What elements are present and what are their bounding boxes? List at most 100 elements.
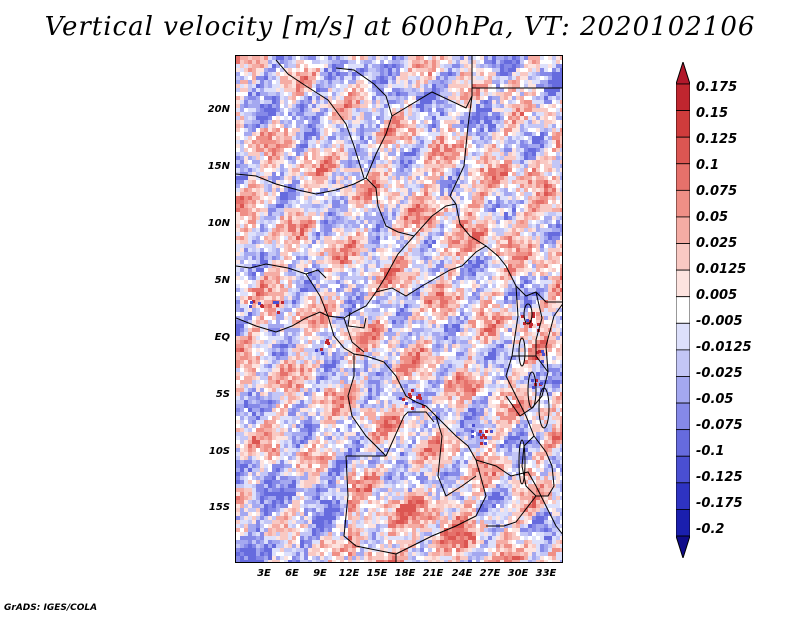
velocity-cell (540, 148, 544, 152)
velocity-cell (428, 100, 432, 104)
velocity-cell (464, 236, 468, 240)
velocity-cell (400, 288, 404, 292)
velocity-cell (316, 300, 320, 304)
velocity-cell (412, 228, 416, 232)
velocity-cell (528, 132, 532, 136)
velocity-cell (396, 72, 400, 76)
velocity-cell (512, 60, 516, 64)
velocity-cell (244, 88, 248, 92)
velocity-cell (504, 296, 508, 300)
velocity-cell (508, 180, 512, 184)
velocity-cell (352, 236, 356, 240)
velocity-cell (252, 192, 256, 196)
velocity-cell (248, 132, 252, 136)
velocity-cell (392, 276, 396, 280)
velocity-cell (464, 248, 468, 252)
velocity-cell (384, 92, 388, 96)
velocity-cell (260, 168, 264, 172)
velocity-cell (544, 172, 548, 176)
velocity-cell (376, 280, 380, 284)
velocity-cell (524, 116, 528, 120)
velocity-cell (348, 200, 352, 204)
velocity-cell (436, 152, 440, 156)
velocity-cell (376, 312, 380, 316)
velocity-cell (548, 236, 552, 240)
velocity-cell (364, 160, 368, 164)
velocity-cell (436, 288, 440, 292)
velocity-cell (320, 140, 324, 144)
velocity-cell (436, 284, 440, 288)
velocity-cell (444, 160, 448, 164)
velocity-cell (304, 76, 308, 80)
velocity-cell (368, 112, 372, 116)
velocity-cell (532, 80, 536, 84)
velocity-cell (516, 112, 520, 116)
velocity-cell (296, 220, 300, 224)
velocity-cell (412, 292, 416, 296)
velocity-cell (308, 228, 312, 232)
velocity-cell (544, 204, 548, 208)
velocity-cell (388, 168, 392, 172)
velocity-cell (460, 96, 464, 100)
velocity-cell (544, 128, 548, 132)
velocity-cell (332, 240, 336, 244)
velocity-cell (488, 320, 492, 324)
velocity-cell (424, 168, 428, 172)
velocity-cell (528, 244, 532, 248)
velocity-cell (296, 248, 300, 252)
velocity-cell (416, 280, 420, 284)
velocity-cell (520, 300, 524, 304)
velocity-cell (324, 184, 328, 188)
velocity-cell (380, 56, 384, 60)
velocity-cell (356, 276, 360, 280)
velocity-cell (416, 76, 420, 80)
velocity-cell (292, 236, 296, 240)
velocity-cell (260, 72, 264, 76)
velocity-cell (360, 72, 364, 76)
velocity-cell (496, 244, 500, 248)
velocity-cell (296, 296, 300, 300)
velocity-cell (416, 208, 420, 212)
velocity-cell (492, 148, 496, 152)
velocity-cell (520, 160, 524, 164)
velocity-cell (384, 280, 388, 284)
velocity-cell (292, 196, 296, 200)
velocity-cell (368, 188, 372, 192)
velocity-cell (276, 196, 280, 200)
velocity-cell (456, 140, 460, 144)
velocity-cell (320, 240, 324, 244)
velocity-cell (304, 276, 308, 280)
velocity-cell (296, 176, 300, 180)
velocity-cell (440, 232, 444, 236)
velocity-cell (424, 208, 428, 212)
velocity-cell (252, 204, 256, 208)
velocity-cell (320, 72, 324, 76)
velocity-cell (264, 244, 268, 248)
velocity-cell (496, 252, 500, 256)
velocity-cell (364, 292, 368, 296)
velocity-cell (324, 224, 328, 228)
velocity-cell (480, 128, 484, 132)
velocity-cell (328, 72, 332, 76)
velocity-cell (324, 304, 328, 308)
velocity-cell (252, 280, 256, 284)
velocity-cell (532, 76, 536, 80)
velocity-cell (272, 312, 276, 316)
velocity-cell (392, 324, 396, 328)
velocity-cell (268, 240, 272, 244)
velocity-cell (276, 248, 280, 252)
velocity-cell (344, 240, 348, 244)
velocity-cell (312, 124, 316, 128)
velocity-cell (548, 76, 552, 80)
velocity-cell (256, 164, 260, 168)
velocity-cell (448, 152, 452, 156)
velocity-cell (312, 100, 316, 104)
velocity-cell (516, 248, 520, 252)
velocity-cell (536, 248, 540, 252)
velocity-cell (328, 84, 332, 88)
velocity-cell (472, 100, 476, 104)
velocity-cell (240, 264, 244, 268)
velocity-cell (380, 208, 384, 212)
velocity-cell (388, 284, 392, 288)
velocity-cell (316, 112, 320, 116)
